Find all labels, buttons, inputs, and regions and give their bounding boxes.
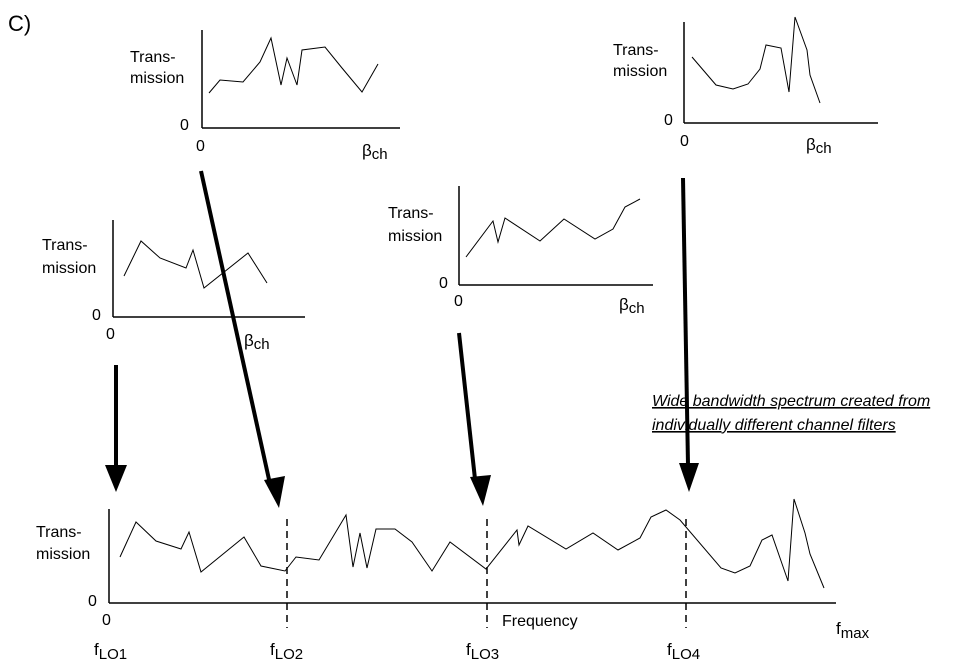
panel-label: C): [8, 11, 31, 36]
inset-filter-1: Trans- mission 0 0 βch: [130, 30, 400, 163]
inset-3-y-zero: 0: [92, 307, 101, 324]
inset-1-ylabel-line2: mission: [130, 70, 184, 87]
inset-1-y-zero: 0: [180, 117, 189, 134]
inset-2-ylabel-line1: Trans-: [613, 42, 659, 59]
arrow-1-head: [105, 465, 127, 492]
inset-1-transmission-curve: [208, 36, 379, 94]
inset-4-transmission-curve: [465, 198, 641, 258]
bottom-ylabel-line2: mission: [36, 546, 90, 563]
arrow-3-head: [470, 475, 491, 506]
arrow-2-shaft: [199, 170, 272, 485]
lo1-label: fLO1: [94, 640, 127, 659]
wide-spectrum-plot: Trans- mission 0 0 Frequency fLO1 fLO2 f…: [36, 498, 870, 659]
lo4-label: fLO4: [667, 640, 700, 659]
arrows: [105, 170, 699, 508]
inset-1-ylabel-line1: Trans-: [130, 49, 176, 66]
inset-4-y-zero: 0: [439, 275, 448, 292]
inset-3-x-zero: 0: [106, 326, 115, 343]
inset-filter-4: Trans- mission 0 0 βch: [388, 186, 653, 317]
arrow-4-shaft: [681, 177, 690, 466]
inset-1-x-zero: 0: [196, 138, 205, 155]
inset-2-transmission-curve: [691, 16, 821, 104]
fmax-label: fmax: [836, 619, 870, 642]
bottom-ylabel-line1: Trans-: [36, 524, 82, 541]
inset-4-ylabel-line2: mission: [388, 228, 442, 245]
inset-4-ylabel-line1: Trans-: [388, 205, 434, 222]
bottom-xlabel: Frequency: [502, 613, 578, 630]
inset-3-ylabel-line1: Trans-: [42, 237, 88, 254]
inset-3-transmission-curve: [123, 240, 268, 289]
inset-4-beta-ch-label: βch: [619, 295, 645, 317]
bottom-y-zero: 0: [88, 593, 97, 610]
arrow-2-head: [264, 476, 285, 508]
inset-3-beta-ch-label: βch: [244, 331, 270, 353]
inset-filter-2: Trans- mission 0 0 βch: [613, 16, 878, 157]
inset-4-x-zero: 0: [454, 293, 463, 310]
inset-filter-3: Trans- mission 0 0 βch: [42, 220, 305, 353]
annotation-line-1: Wide bandwidth spectrum created from: [652, 393, 930, 410]
inset-2-y-zero: 0: [664, 112, 673, 129]
inset-2-x-zero: 0: [680, 133, 689, 150]
inset-2-beta-ch-label: βch: [806, 135, 832, 157]
arrow-4-head: [679, 463, 699, 492]
arrow-3-shaft: [457, 332, 477, 480]
annotation-line-2: individually different channel filters: [652, 417, 896, 434]
inset-1-beta-ch-label: βch: [362, 141, 388, 163]
lo2-label: fLO2: [270, 640, 303, 659]
lo3-label: fLO3: [466, 640, 499, 659]
inset-2-ylabel-line2: mission: [613, 63, 667, 80]
inset-3-ylabel-line2: mission: [42, 260, 96, 277]
bottom-transmission-curve: [119, 498, 825, 589]
bottom-x-zero: 0: [102, 612, 111, 629]
